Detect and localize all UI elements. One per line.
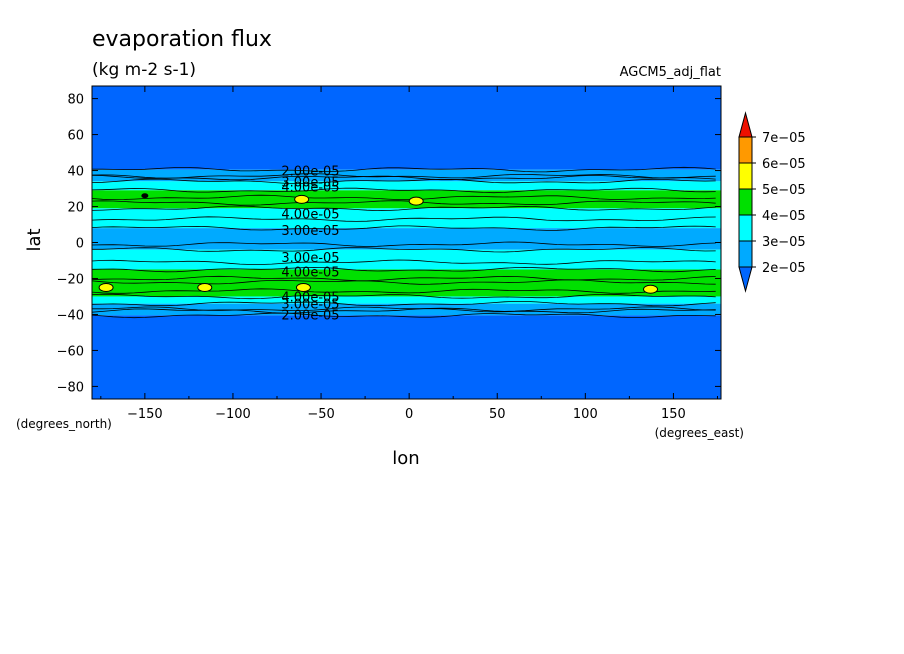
- x-tick-label-4: 50: [489, 407, 506, 422]
- x-tick-label-0: −150: [127, 407, 163, 422]
- contour-label-7: 4.00e-05: [281, 290, 339, 305]
- contour-label-8: 3.00e-05: [281, 298, 339, 313]
- y-tick-label-6: −40: [57, 308, 84, 323]
- x-tick-label-5: 100: [573, 407, 598, 422]
- y-tick-label-2: 40: [67, 165, 84, 180]
- contour-labels: 2.00e-053.00e-054.00e-054.00e-053.00e-05…: [281, 165, 339, 324]
- contour-label-3: 4.00e-05: [281, 208, 339, 223]
- maximum-spot-3: [643, 284, 659, 294]
- x-tick-label-6: 150: [661, 407, 686, 422]
- maximum-spot-6: [141, 193, 149, 199]
- y-axis: 80 60 40 20 0 −20 −40 −60 −80: [57, 93, 721, 395]
- lat-band-6: [92, 249, 721, 270]
- contour-line-21: [91, 308, 716, 314]
- lat-band-1: [92, 169, 721, 182]
- y-tick-label-5: −20: [57, 272, 84, 287]
- contour-line-16: [91, 259, 716, 265]
- lat-band-5: [92, 228, 721, 250]
- contour-label-6: 4.00e-05: [281, 265, 339, 280]
- contour-line-0: [92, 166, 716, 173]
- chart-subtitle: (kg m-2 s-1): [92, 60, 196, 80]
- maxima-spots: [98, 193, 659, 294]
- lat-band-0: [92, 86, 721, 170]
- contour-label-0: 2.00e-05: [281, 165, 339, 180]
- legend-label-3: 4e−05: [762, 209, 806, 224]
- plot-area: [92, 86, 721, 399]
- maximum-spot-0: [98, 282, 114, 292]
- contour-line-20: [92, 306, 716, 312]
- contour-line-14: [91, 216, 716, 222]
- y-tick-label-7: −60: [57, 344, 84, 359]
- legend-swatch-3: [738, 214, 753, 242]
- contour-line-1: [91, 178, 716, 184]
- legend-label-1: 6e−05: [762, 157, 806, 172]
- contour-label-4: 3.00e-05: [281, 224, 339, 239]
- maximum-spot-2: [295, 282, 311, 292]
- contour-line-19: [91, 288, 716, 294]
- x-axis-label: lon: [392, 448, 419, 469]
- contour-label-1: 3.00e-05: [281, 175, 339, 190]
- contour-lines: [91, 166, 716, 319]
- legend-label-4: 3e−05: [762, 235, 806, 250]
- contour-line-10: [91, 173, 716, 179]
- lat-band-10: [92, 315, 721, 399]
- lat-band-7: [92, 269, 721, 297]
- y-tick-label-8: −80: [57, 380, 84, 395]
- contour-line-4: [91, 225, 716, 231]
- contour-line-17: [91, 275, 716, 282]
- chart-title: evaporation flux: [92, 27, 272, 52]
- contour-line-12: [91, 194, 716, 201]
- legend-swatch-1: [738, 162, 753, 190]
- maximum-spot-1: [197, 282, 213, 292]
- x-axis: −150 −100 −50 0 50 100 150: [100, 86, 718, 422]
- legend-label-0: 7e−05: [762, 131, 806, 146]
- legend-label-2: 5e−05: [762, 183, 806, 198]
- x-tick-label-1: −100: [215, 407, 251, 422]
- y-axis-unit: (degrees_north): [16, 417, 112, 431]
- contour-line-15: [91, 241, 716, 247]
- dataset-label: AGCM5_adj_flat: [620, 65, 721, 80]
- contour-line-11: [91, 175, 716, 181]
- contour-label-5: 3.00e-05: [281, 251, 339, 266]
- legend-swatch-4: [738, 240, 753, 268]
- contour-label-9: 2.00e-05: [281, 308, 339, 323]
- contour-line-13: [91, 200, 716, 206]
- contour-line-6: [91, 266, 716, 273]
- y-tick-label-3: 20: [67, 201, 84, 216]
- contour-label-2: 4.00e-05: [281, 181, 339, 196]
- maximum-spot-5: [408, 196, 424, 206]
- contour-line-5: [92, 247, 716, 253]
- y-axis-label: lat: [24, 228, 45, 251]
- x-axis-unit: (degrees_east): [655, 426, 744, 440]
- legend-swatch-2: [738, 188, 753, 216]
- y-tick-label-4: 0: [76, 237, 84, 252]
- y-tick-label-1: 60: [67, 129, 84, 144]
- y-tick-label-0: 80: [67, 93, 84, 108]
- legend-swatch-0: [738, 136, 753, 164]
- contour-line-9: [91, 312, 716, 319]
- contour-line-7: [91, 293, 716, 300]
- lat-band-2: [92, 181, 721, 191]
- maximum-spot-4: [294, 194, 310, 204]
- legend-label-5: 2e−05: [762, 261, 806, 276]
- color-legend: 7e−05 6e−05 5e−05 4e−05 3e−05 2e−05: [738, 111, 806, 293]
- x-tick-label-2: −50: [307, 407, 334, 422]
- x-tick-label-3: 0: [405, 407, 413, 422]
- legend-below-arrow: [738, 266, 753, 293]
- contour-line-8: [91, 301, 716, 307]
- contour-line-3: [91, 205, 716, 212]
- contour-line-2: [91, 187, 716, 194]
- lat-band-8: [92, 296, 721, 304]
- legend-above-arrow: [738, 111, 753, 138]
- contour-line-18: [91, 279, 716, 285]
